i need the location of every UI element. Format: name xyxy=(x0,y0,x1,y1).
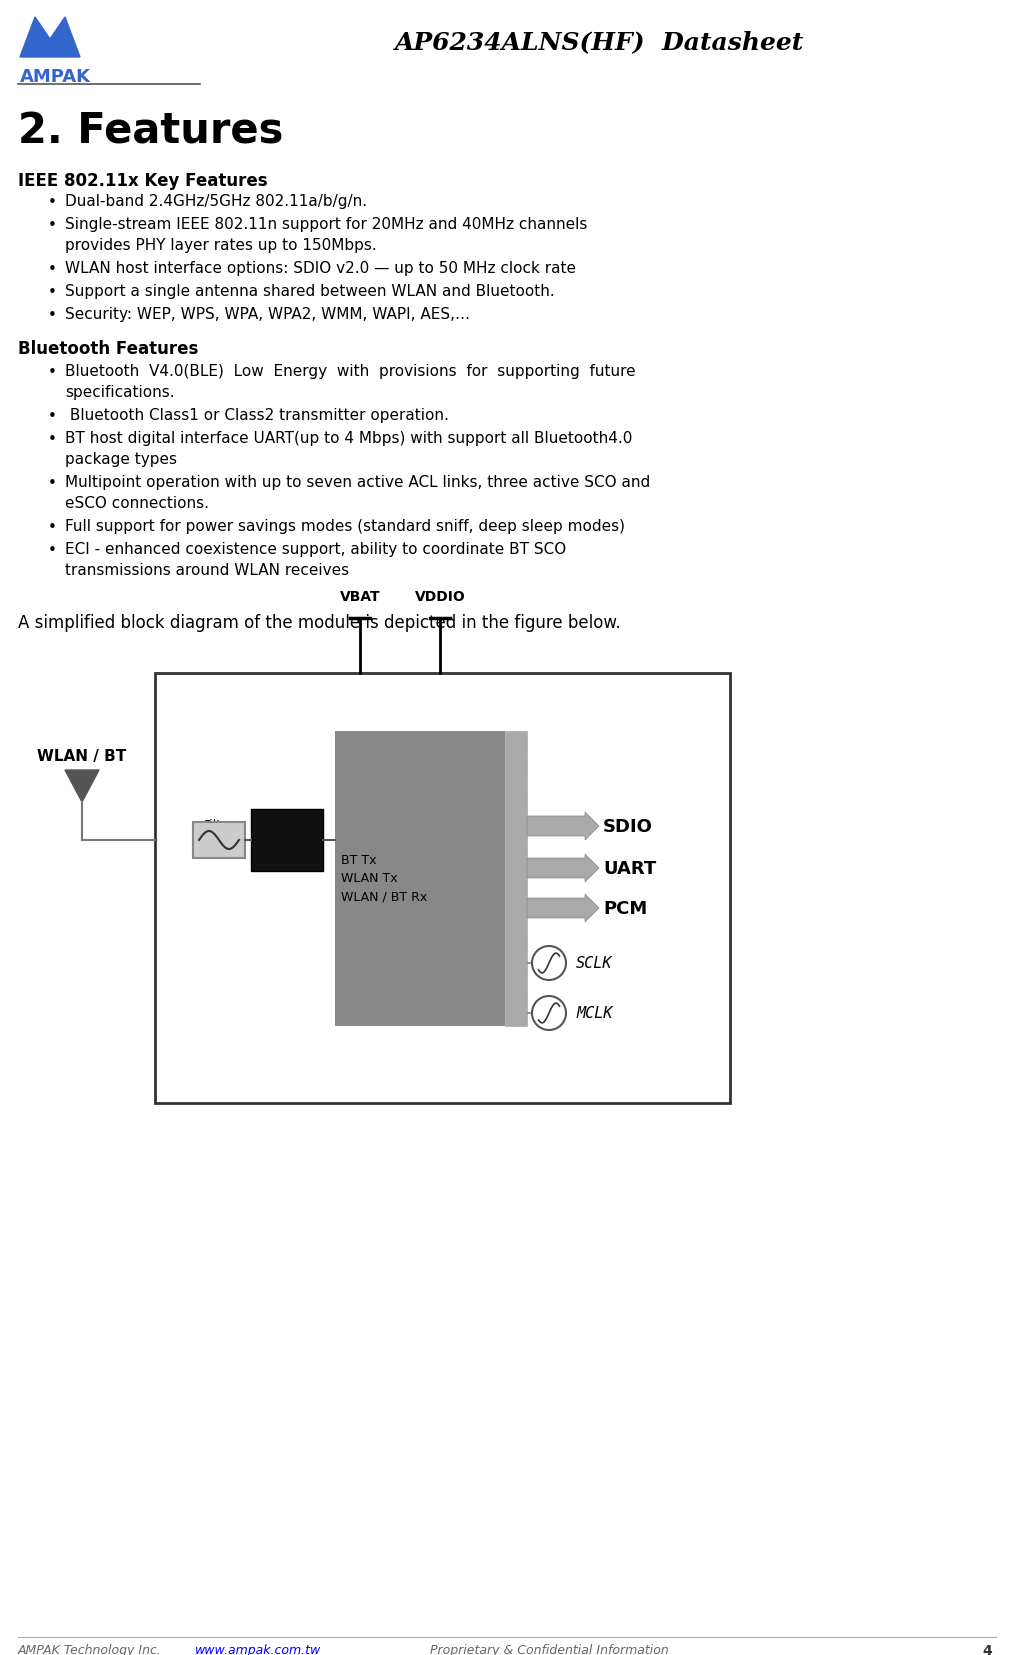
Polygon shape xyxy=(65,771,99,803)
Text: 2. Features: 2. Features xyxy=(18,109,283,152)
Text: WLAN Tx: WLAN Tx xyxy=(341,872,397,885)
FancyArrow shape xyxy=(527,894,599,922)
Text: WLAN / BT: WLAN / BT xyxy=(38,748,127,763)
Text: VBAT: VBAT xyxy=(340,589,380,604)
FancyArrow shape xyxy=(527,854,599,882)
Text: •: • xyxy=(48,261,57,276)
Text: •: • xyxy=(48,520,57,535)
Text: •: • xyxy=(48,432,57,447)
Text: PCM: PCM xyxy=(603,899,647,917)
Text: transmissions around WLAN receives: transmissions around WLAN receives xyxy=(65,563,349,578)
Text: Dual-band 2.4GHz/5GHz 802.11a/b/g/n.: Dual-band 2.4GHz/5GHz 802.11a/b/g/n. xyxy=(65,194,367,209)
Circle shape xyxy=(532,996,566,1031)
Text: www.ampak.com.tw: www.ampak.com.tw xyxy=(195,1643,321,1655)
Text: AMPAK Technology Inc.: AMPAK Technology Inc. xyxy=(18,1643,162,1655)
Text: •: • xyxy=(48,308,57,323)
Text: •: • xyxy=(48,543,57,558)
Text: VDDIO: VDDIO xyxy=(415,589,465,604)
Text: ECI - enhanced coexistence support, ability to coordinate BT SCO: ECI - enhanced coexistence support, abil… xyxy=(65,541,566,556)
Text: •: • xyxy=(48,218,57,233)
Text: Switch: Switch xyxy=(256,841,318,859)
Text: BT Tx: BT Tx xyxy=(341,854,376,867)
Bar xyxy=(251,809,323,872)
Text: SCLK: SCLK xyxy=(576,957,612,971)
Bar xyxy=(335,732,505,1026)
Text: Full support for power savings modes (standard sniff, deep sleep modes): Full support for power savings modes (st… xyxy=(65,518,625,533)
Text: Proprietary & Confidential Information: Proprietary & Confidential Information xyxy=(430,1643,669,1655)
Text: •: • xyxy=(48,409,57,424)
Text: WLAN host interface options: SDIO v2.0 — up to 50 MHz clock rate: WLAN host interface options: SDIO v2.0 —… xyxy=(65,261,576,276)
Text: RF: RF xyxy=(275,824,299,842)
Text: Support a single antenna shared between WLAN and Bluetooth.: Support a single antenna shared between … xyxy=(65,283,555,300)
Text: MCLK: MCLK xyxy=(576,1006,612,1021)
Text: 4: 4 xyxy=(983,1643,992,1655)
Text: •: • xyxy=(48,285,57,300)
Text: Security: WEP, WPS, WPA, WPA2, WMM, WAPI, AES,…: Security: WEP, WPS, WPA, WPA2, WMM, WAPI… xyxy=(65,306,470,321)
Text: A simplified block diagram of the module is depicted in the figure below.: A simplified block diagram of the module… xyxy=(18,614,621,632)
Text: specifications.: specifications. xyxy=(65,384,174,401)
Bar xyxy=(505,732,527,1026)
Text: WLAN / BT Rx: WLAN / BT Rx xyxy=(341,890,427,904)
Text: Bluetooth Class1 or Class2 transmitter operation.: Bluetooth Class1 or Class2 transmitter o… xyxy=(65,407,449,422)
Text: Single-stream IEEE 802.11n support for 20MHz and 40MHz channels: Single-stream IEEE 802.11n support for 2… xyxy=(65,217,587,232)
Text: •: • xyxy=(48,364,57,379)
Bar xyxy=(193,823,245,859)
Text: BT host digital interface UART(up to 4 Mbps) with support all Bluetooth4.0: BT host digital interface UART(up to 4 M… xyxy=(65,430,633,445)
Polygon shape xyxy=(20,18,80,58)
Text: package types: package types xyxy=(65,452,177,467)
FancyArrow shape xyxy=(527,813,599,841)
Text: eSCO connections.: eSCO connections. xyxy=(65,496,209,511)
Text: •: • xyxy=(48,195,57,210)
Text: Filter: Filter xyxy=(204,819,234,831)
Text: AP6234ALNS(HF)  Datasheet: AP6234ALNS(HF) Datasheet xyxy=(395,30,805,55)
Text: •: • xyxy=(48,475,57,490)
Text: IEEE 802.11x Key Features: IEEE 802.11x Key Features xyxy=(18,172,268,190)
Text: provides PHY layer rates up to 150Mbps.: provides PHY layer rates up to 150Mbps. xyxy=(65,238,377,253)
Text: Bluetooth Features: Bluetooth Features xyxy=(18,339,199,357)
Text: SDIO: SDIO xyxy=(603,818,653,836)
Bar xyxy=(155,674,730,1104)
Circle shape xyxy=(532,947,566,980)
Text: AMPAK: AMPAK xyxy=(20,68,91,86)
Text: UART: UART xyxy=(603,859,656,877)
Text: Bluetooth  V4.0(BLE)  Low  Energy  with  provisions  for  supporting  future: Bluetooth V4.0(BLE) Low Energy with prov… xyxy=(65,364,636,379)
Text: Multipoint operation with up to seven active ACL links, three active SCO and: Multipoint operation with up to seven ac… xyxy=(65,475,650,490)
